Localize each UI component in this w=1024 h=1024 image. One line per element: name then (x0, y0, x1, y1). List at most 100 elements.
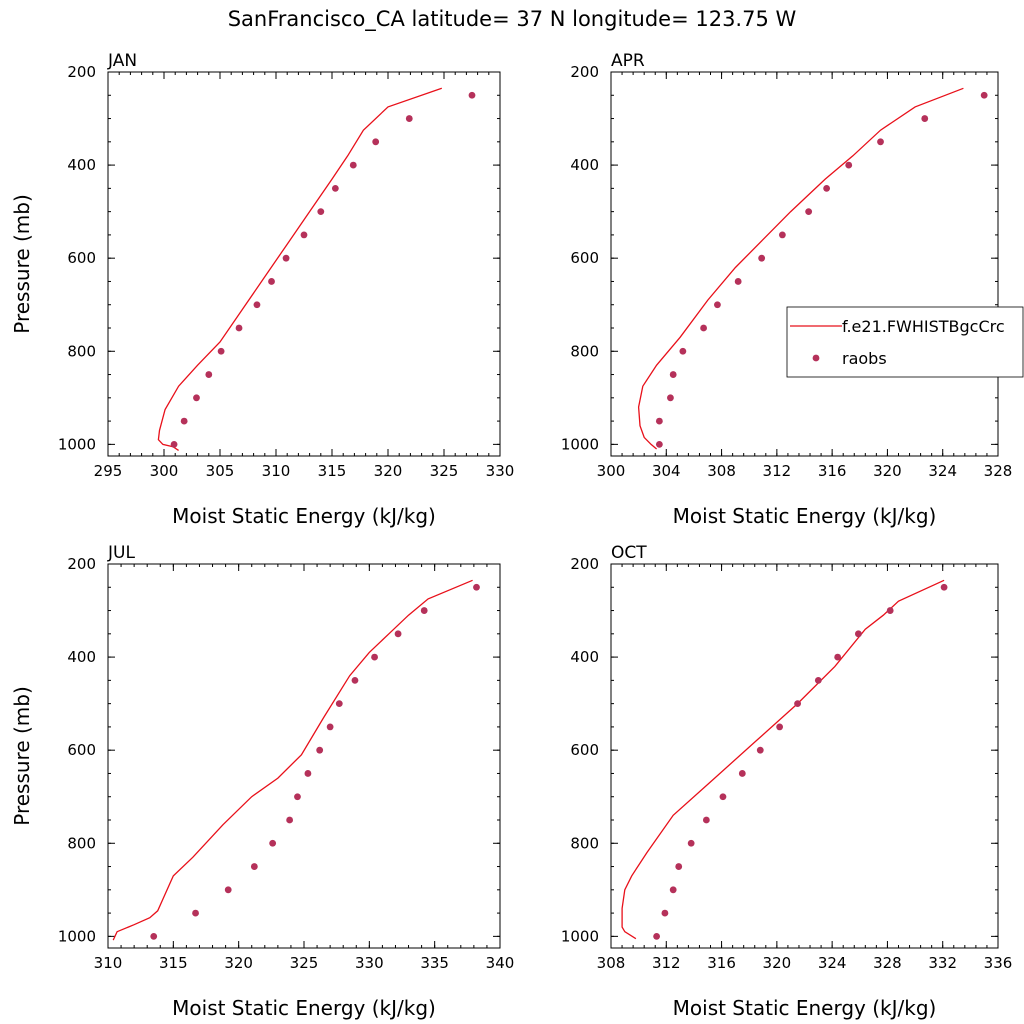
legend: f.e21.FWHISTBgcCrc raobs (786, 306, 1024, 378)
raobs-point (653, 932, 661, 940)
x-tick-label: 340 (486, 954, 515, 972)
panel-label: OCT (611, 543, 647, 563)
raobs-point (331, 184, 339, 192)
raobs-point (286, 816, 294, 824)
x-tick-label: 308 (707, 462, 736, 480)
y-tick-label: 1000 (58, 927, 96, 945)
raobs-point (700, 324, 708, 332)
raobs-point (702, 816, 710, 824)
raobs-point (734, 278, 742, 285)
panels: 295 300 305 310 315 320 325 330 200 400 600 800 1000… (10, 51, 1012, 1020)
panel-label: JAN (107, 51, 137, 71)
x-axis-label: Moist Static Energy (kJ/kg) (172, 996, 436, 1020)
y-tick-label: 200 (67, 555, 96, 573)
raobs-point (655, 440, 663, 448)
raobs-point (235, 324, 243, 332)
x-tick-label: 305 (206, 462, 235, 480)
x-tick-label: 335 (420, 954, 449, 972)
x-tick-label: 320 (763, 954, 792, 972)
raobs-point (758, 254, 766, 262)
legend-box (786, 306, 1024, 378)
raobs-point (738, 770, 746, 777)
raobs-point (805, 208, 813, 216)
raobs-point (351, 676, 359, 684)
plot-frame (107, 71, 501, 457)
raobs-point (473, 583, 480, 591)
y-axis-label: Pressure (mb) (10, 194, 34, 334)
x-axis-label: Moist Static Energy (kJ/kg) (172, 504, 436, 528)
raobs-point (317, 208, 325, 216)
model-profile-line (637, 87, 964, 450)
x-tick-label: 320 (873, 462, 902, 480)
raobs-point (192, 909, 199, 917)
raobs-point (877, 138, 884, 146)
raobs-point (180, 417, 188, 425)
x-tick-label: 330 (486, 462, 515, 480)
y-tick-label: 800 (570, 834, 599, 852)
raobs-point (776, 723, 784, 731)
x-tick-label: 310 (94, 954, 123, 972)
raobs-point (794, 700, 801, 708)
raobs-point (250, 863, 258, 870)
y-tick-label: 600 (67, 741, 96, 759)
x-tick-label: 320 (374, 462, 403, 480)
raobs-point (282, 254, 290, 262)
x-tick-label: 328 (984, 462, 1013, 480)
panel-jul: 310 315 320 325 330 335 340 200 400 600 800 1000 JUL… (10, 543, 514, 1020)
raobs-point (326, 723, 334, 731)
raobs-point (371, 653, 378, 661)
model-profile-line (112, 579, 473, 941)
y-tick-label: 1000 (561, 435, 599, 453)
panel-oct: 308 312 316 320 324 328 332 336 200 400 600 800 1000… (561, 543, 1013, 1020)
raobs-point (845, 161, 853, 169)
y-tick-label: 400 (67, 648, 96, 666)
panel-jan: 295 300 305 310 315 320 325 330 200 400 600 800 1000… (10, 51, 514, 528)
y-tick-label: 800 (67, 834, 96, 852)
x-tick-label: 332 (928, 954, 957, 972)
x-tick-label: 325 (430, 462, 459, 480)
y-tick-label: 400 (570, 648, 599, 666)
raobs-point (300, 231, 308, 239)
x-tick-label: 295 (94, 462, 123, 480)
raobs-point (714, 301, 721, 309)
raobs-point (886, 607, 894, 614)
x-tick-label: 330 (355, 954, 384, 972)
raobs-point (316, 746, 324, 754)
raobs-point (669, 886, 677, 894)
figure-title: SanFrancisco_CA latitude= 37 N longitude… (228, 7, 797, 32)
x-axis-label: Moist Static Energy (kJ/kg) (673, 996, 937, 1020)
raobs-point (667, 394, 674, 402)
plot-frame (610, 71, 999, 457)
y-tick-label: 200 (67, 63, 96, 81)
x-tick-label: 320 (224, 954, 253, 972)
raobs-point (940, 583, 948, 591)
raobs-point (778, 231, 786, 239)
x-tick-label: 324 (818, 954, 847, 972)
raobs-point (304, 770, 312, 777)
x-tick-label: 300 (597, 462, 626, 480)
raobs-point (394, 630, 402, 638)
x-tick-label: 304 (652, 462, 681, 480)
raobs-point (224, 886, 232, 894)
y-tick-label: 1000 (58, 435, 96, 453)
raobs-point (687, 839, 695, 847)
legend-label-model: f.e21.FWHISTBgcCrc (842, 317, 1005, 336)
x-tick-label: 315 (159, 954, 188, 972)
y-tick-label: 400 (67, 156, 96, 174)
raobs-point (655, 417, 663, 425)
panel-apr: 300 304 308 312 316 320 324 328 200 400 600 800 1000… (561, 51, 1013, 528)
y-tick-label: 800 (570, 342, 599, 360)
raobs-point (253, 301, 261, 309)
y-axis-label: Pressure (mb) (10, 686, 34, 826)
raobs-point (921, 115, 929, 122)
raobs-point (268, 278, 275, 285)
raobs-point (855, 630, 862, 638)
raobs-point (814, 676, 822, 684)
raobs-point (756, 746, 764, 754)
x-tick-label: 325 (290, 954, 319, 972)
y-tick-label: 1000 (561, 927, 599, 945)
raobs-point (719, 793, 727, 801)
y-tick-label: 600 (570, 741, 599, 759)
y-tick-label: 600 (570, 249, 599, 267)
